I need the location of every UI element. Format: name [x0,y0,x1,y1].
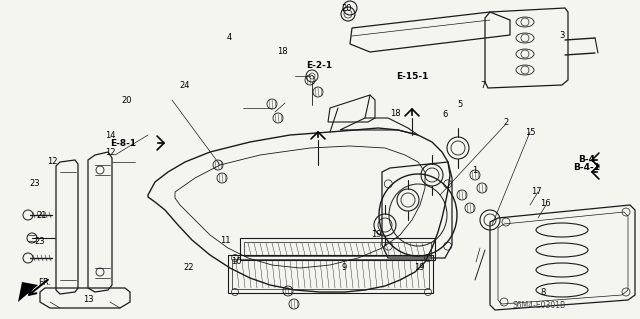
Bar [244,242,431,256]
Bar [228,255,433,293]
Text: 17: 17 [531,187,541,196]
Text: 7: 7 [481,81,486,90]
Text: 3: 3 [559,31,564,40]
Text: E-8-1: E-8-1 [110,139,136,148]
Text: 14: 14 [105,131,115,140]
Text: 8: 8 [540,288,545,297]
Text: 22: 22 [184,263,194,272]
Text: 18: 18 [278,47,288,56]
Text: 19: 19 [371,230,381,239]
Text: B-4: B-4 [578,155,595,164]
Text: 6: 6 [442,110,447,119]
Bar [232,259,429,289]
Text: 24: 24 [179,81,189,90]
Text: E-2-1: E-2-1 [306,61,332,70]
Text: 13: 13 [83,295,93,304]
Text: 10: 10 [232,257,242,266]
Text: 12: 12 [47,157,58,166]
Text: 4: 4 [227,33,232,42]
Text: 21: 21 [36,211,47,220]
Text: S6M4-E0301B: S6M4-E0301B [512,301,566,310]
Text: 5: 5 [457,100,462,109]
Text: 12: 12 [105,148,115,157]
Text: B-4-1: B-4-1 [573,163,600,172]
Text: 23: 23 [30,179,40,188]
Text: 20: 20 [342,4,352,13]
Text: 16: 16 [540,199,550,208]
Text: E-15-1: E-15-1 [397,72,429,81]
Text: 1: 1 [472,166,477,175]
Text: 2: 2 [503,118,508,127]
Text: 15: 15 [525,128,535,137]
Text: 20: 20 [122,96,132,105]
Text: 18: 18 [390,109,401,118]
Text: 9: 9 [342,263,347,272]
Text: 23: 23 [35,237,45,246]
Bar [240,238,435,260]
Text: 11: 11 [220,236,230,245]
Polygon shape [18,282,38,302]
Text: FR.: FR. [38,278,51,287]
Text: 19: 19 [414,263,424,272]
